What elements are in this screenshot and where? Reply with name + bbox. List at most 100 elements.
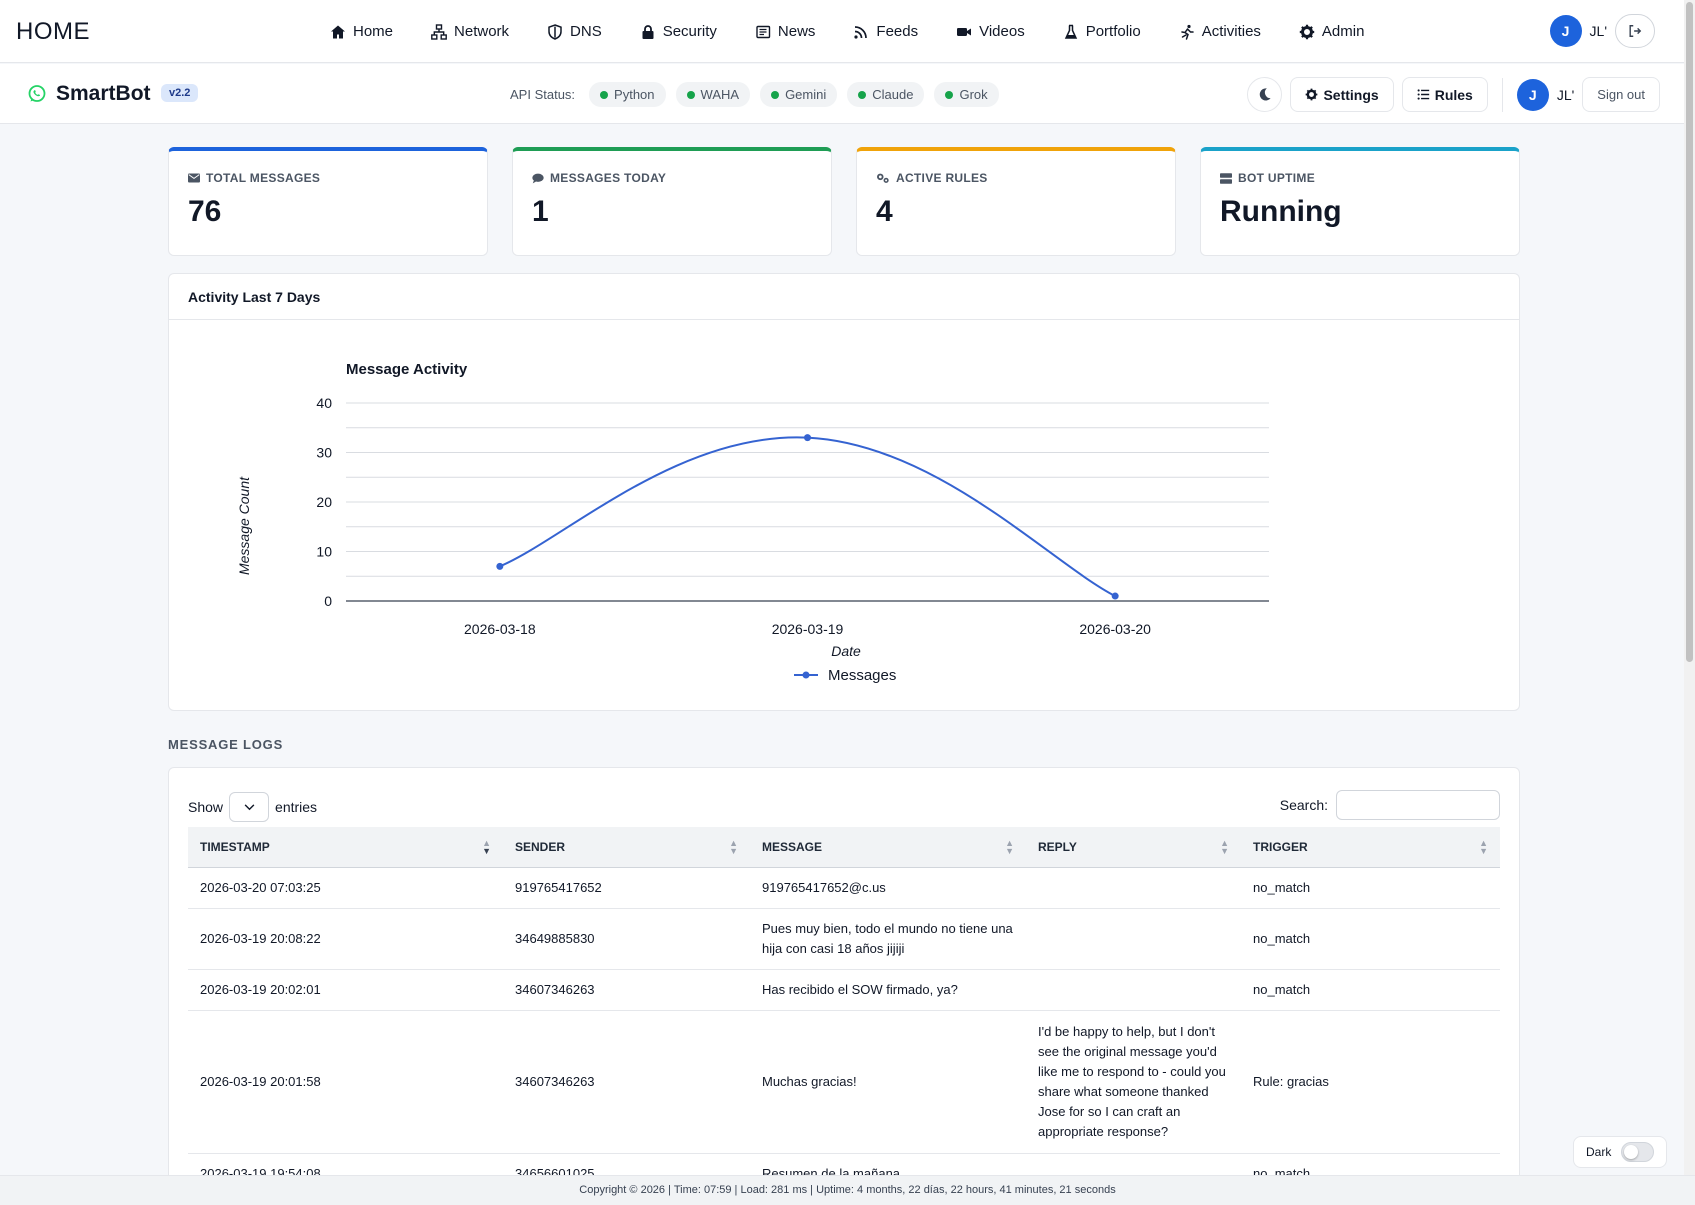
settings-button[interactable]: Settings	[1290, 77, 1394, 112]
search-label: Search:	[1279, 797, 1328, 813]
y-tick-label: 10	[316, 544, 332, 560]
column-header-message[interactable]: MESSAGE ▲ ▼	[750, 827, 1026, 868]
cell-sender: 34607346263	[503, 1010, 750, 1154]
logout-button[interactable]	[1615, 14, 1655, 48]
cell-timestamp: 2026-03-19 20:02:01	[188, 969, 503, 1011]
avatar[interactable]: J	[1549, 15, 1582, 47]
chart-x-axis-label: Date	[831, 643, 861, 659]
nav-security[interactable]: Security	[640, 23, 717, 40]
shield-icon	[548, 23, 562, 40]
theme-toggle-button[interactable]	[1247, 77, 1283, 112]
nav-dns[interactable]: DNS	[547, 23, 602, 40]
app-title: SmartBot	[27, 82, 151, 106]
stat-value: 76	[188, 195, 222, 228]
chevron-down-icon	[244, 803, 254, 810]
username: JL'	[1589, 23, 1607, 39]
nav-admin[interactable]: Admin	[1299, 23, 1364, 40]
footer: Copyright © 2026 | Time: 07:59 | Load: 2…	[0, 1175, 1695, 1205]
sort-desc-icon: ▲ ▼	[482, 838, 491, 856]
cell-message: 919765417652@c.us	[750, 867, 1026, 909]
table-row[interactable]: 2026-03-19 20:01:58 34607346263 Muchas g…	[188, 1010, 1500, 1154]
entries-length-control: Show entries	[188, 792, 317, 822]
cell-timestamp: 2026-03-19 20:08:22	[188, 908, 503, 970]
version-badge: v2.2	[161, 84, 199, 102]
nav-home[interactable]: Home	[330, 23, 393, 40]
sort-icon: ▲ ▼	[1479, 838, 1488, 856]
brand-home[interactable]: HOME	[16, 18, 90, 45]
moon-icon	[1260, 88, 1272, 101]
chart-legend: Messages	[794, 667, 896, 684]
status-dot	[600, 90, 609, 99]
avatar[interactable]: J	[1516, 78, 1549, 111]
y-tick-label: 40	[316, 395, 332, 411]
column-header-timestamp[interactable]: TIMESTAMP ▲ ▼	[188, 827, 503, 868]
legend-label: Messages	[828, 667, 896, 684]
username: JL'	[1556, 86, 1575, 103]
cell-sender: 34649885830	[503, 908, 750, 970]
top-navbar: HOME Home Network DNS Security News Feed…	[0, 0, 1695, 63]
cell-trigger: no_match	[1241, 908, 1500, 970]
api-status: API Status: Python WAHA Gemini Claude Gr…	[510, 82, 999, 107]
data-point	[1111, 592, 1119, 600]
envelope-icon	[188, 173, 200, 183]
stat-value: 1	[532, 195, 549, 228]
panel-title: Activity Last 7 Days	[169, 274, 1519, 320]
app-actions: Settings Rules J JL' Sign out	[1247, 77, 1660, 112]
stat-card-total-messages: TOTAL MESSAGES 76	[168, 147, 488, 256]
table-row[interactable]: 2026-03-19 20:02:01 34607346263 Has reci…	[188, 969, 1500, 1011]
table-row[interactable]: 2026-03-19 20:08:22 34649885830 Pues muy…	[188, 908, 1500, 970]
cell-message: Has recibido el SOW firmado, ya?	[750, 969, 1026, 1011]
x-tick-label: 2026-03-19	[772, 621, 844, 637]
column-header-reply[interactable]: REPLY ▲ ▼	[1026, 827, 1241, 868]
nav-videos[interactable]: Videos	[956, 23, 1025, 40]
entries-select[interactable]	[229, 792, 270, 822]
series-points	[496, 434, 1119, 600]
stat-card-active-rules: ACTIVE RULES 4	[856, 147, 1176, 256]
gear-icon	[1306, 88, 1318, 101]
nav-news[interactable]: News	[755, 23, 815, 40]
sort-icon: ▲ ▼	[1220, 838, 1229, 856]
message-logs-table: TIMESTAMP ▲ ▼ SENDER ▲ ▼ MESSAGE ▲ ▼ REPLY ▲ ▼ T…	[188, 827, 1500, 1186]
dark-mode-switch[interactable]	[1621, 1142, 1654, 1162]
status-dot	[771, 90, 780, 99]
rules-button[interactable]: Rules	[1401, 77, 1488, 112]
app-name: SmartBot	[56, 82, 151, 105]
divider	[1501, 77, 1503, 112]
cell-reply	[1026, 908, 1241, 970]
newspaper-icon	[756, 25, 771, 38]
column-header-sender[interactable]: SENDER ▲ ▼	[503, 827, 750, 868]
video-icon	[957, 27, 972, 36]
status-dot	[858, 90, 867, 99]
api-status-gemini: Gemini	[760, 82, 838, 107]
nav-activities[interactable]: Activities	[1179, 23, 1261, 40]
nav-portfolio[interactable]: Portfolio	[1063, 23, 1141, 40]
activity-chart: 0 10 20 30 40 2026-03-18 2026-03-19 2026-03-20…	[236, 361, 1269, 684]
cell-reply	[1026, 969, 1241, 1011]
cell-sender: 34607346263	[503, 969, 750, 1011]
home-icon	[331, 25, 345, 38]
column-header-trigger[interactable]: TRIGGER ▲ ▼	[1241, 827, 1500, 868]
stat-label: TOTAL MESSAGES	[206, 171, 321, 185]
status-dot	[945, 90, 954, 99]
search-input[interactable]	[1336, 790, 1500, 820]
cell-sender: 919765417652	[503, 867, 750, 909]
scrollbar-thumb[interactable]	[1686, 2, 1693, 662]
list-icon	[1417, 89, 1429, 100]
sign-out-button[interactable]: Sign out	[1582, 77, 1660, 112]
message-logs-title: MESSAGE LOGS	[168, 737, 284, 752]
stat-label: BOT UPTIME	[1238, 171, 1315, 185]
chart-title: Message Activity	[346, 361, 468, 378]
table-row[interactable]: 2026-03-20 07:03:25 919765417652 9197654…	[188, 867, 1500, 909]
cell-trigger: no_match	[1241, 867, 1500, 909]
series-line-messages	[499, 436, 1116, 597]
nav-feeds[interactable]: Feeds	[853, 23, 918, 40]
page-scrollbar[interactable]	[1684, 0, 1695, 1175]
table-search: Search:	[1280, 790, 1500, 820]
dark-mode-toggle[interactable]: Dark	[1573, 1136, 1667, 1168]
cell-message: Muchas gracias!	[750, 1010, 1026, 1154]
nav-network[interactable]: Network	[431, 23, 509, 40]
activity-panel: Activity Last 7 Days 0 10 20 30 40 2026-03-1…	[168, 273, 1520, 711]
data-point	[804, 434, 811, 442]
api-status-waha: WAHA	[675, 82, 751, 107]
running-icon	[1180, 24, 1194, 40]
